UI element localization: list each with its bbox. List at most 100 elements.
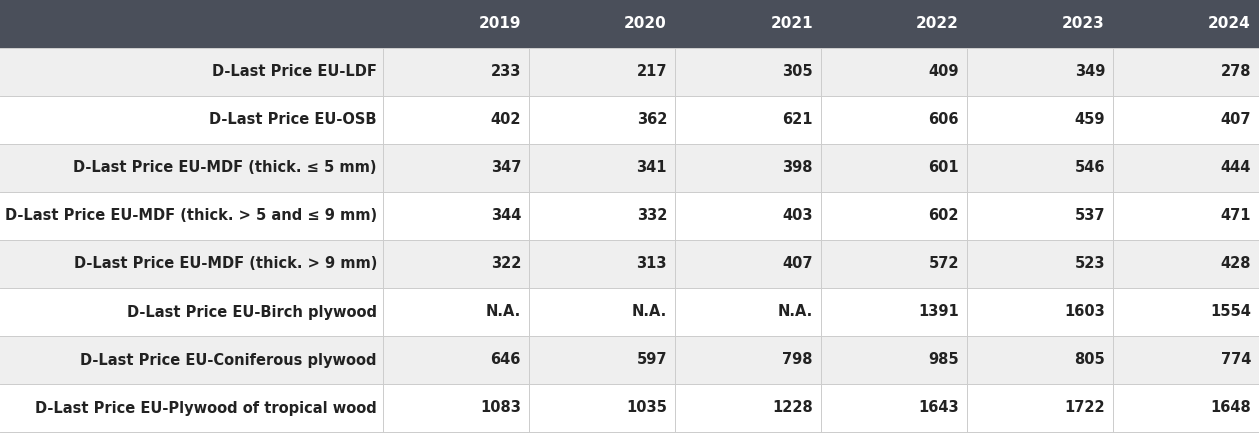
Text: 597: 597 xyxy=(637,352,667,368)
Text: D-Last Price EU-MDF (thick. > 9 mm): D-Last Price EU-MDF (thick. > 9 mm) xyxy=(73,256,376,271)
Text: D-Last Price EU-Coniferous plywood: D-Last Price EU-Coniferous plywood xyxy=(81,352,376,368)
Bar xyxy=(967,240,1113,288)
Text: 362: 362 xyxy=(637,113,667,127)
Bar xyxy=(0,240,383,288)
Text: 606: 606 xyxy=(928,113,959,127)
Bar xyxy=(383,384,529,432)
Text: 985: 985 xyxy=(928,352,959,368)
Bar xyxy=(0,288,383,336)
Text: 2024: 2024 xyxy=(1209,16,1251,32)
Bar xyxy=(675,240,821,288)
Bar xyxy=(967,288,1113,336)
Text: 1391: 1391 xyxy=(918,304,959,320)
Bar xyxy=(675,48,821,96)
Text: 1603: 1603 xyxy=(1064,304,1105,320)
Text: 403: 403 xyxy=(783,209,813,223)
Text: D-Last Price EU-MDF (thick. ≤ 5 mm): D-Last Price EU-MDF (thick. ≤ 5 mm) xyxy=(73,161,376,175)
Bar xyxy=(821,0,967,48)
Text: 2021: 2021 xyxy=(771,16,813,32)
Bar xyxy=(1113,96,1259,144)
Text: 398: 398 xyxy=(783,161,813,175)
Bar xyxy=(967,0,1113,48)
Bar xyxy=(821,192,967,240)
Bar xyxy=(675,288,821,336)
Text: 402: 402 xyxy=(491,113,521,127)
Text: 2020: 2020 xyxy=(624,16,667,32)
Bar xyxy=(967,384,1113,432)
Text: 1083: 1083 xyxy=(480,401,521,416)
Text: 322: 322 xyxy=(491,256,521,271)
Bar xyxy=(1113,384,1259,432)
Bar xyxy=(383,336,529,384)
Bar xyxy=(1113,144,1259,192)
Bar xyxy=(383,240,529,288)
Text: 1554: 1554 xyxy=(1210,304,1251,320)
Bar xyxy=(967,336,1113,384)
Bar xyxy=(529,0,675,48)
Text: D-Last Price EU-Birch plywood: D-Last Price EU-Birch plywood xyxy=(127,304,376,320)
Text: 2023: 2023 xyxy=(1063,16,1105,32)
Text: D-Last Price EU-MDF (thick. > 5 and ≤ 9 mm): D-Last Price EU-MDF (thick. > 5 and ≤ 9 … xyxy=(5,209,376,223)
Bar xyxy=(675,144,821,192)
Bar xyxy=(675,336,821,384)
Bar xyxy=(0,144,383,192)
Bar xyxy=(383,288,529,336)
Bar xyxy=(529,384,675,432)
Bar xyxy=(1113,192,1259,240)
Bar xyxy=(1113,0,1259,48)
Text: 805: 805 xyxy=(1074,352,1105,368)
Text: 407: 407 xyxy=(783,256,813,271)
Bar xyxy=(529,48,675,96)
Text: 621: 621 xyxy=(783,113,813,127)
Text: 444: 444 xyxy=(1221,161,1251,175)
Text: 1648: 1648 xyxy=(1210,401,1251,416)
Text: 344: 344 xyxy=(491,209,521,223)
Text: D-Last Price EU-Plywood of tropical wood: D-Last Price EU-Plywood of tropical wood xyxy=(35,401,376,416)
Text: 349: 349 xyxy=(1075,65,1105,80)
Text: 313: 313 xyxy=(637,256,667,271)
Text: 459: 459 xyxy=(1074,113,1105,127)
Bar xyxy=(529,288,675,336)
Text: D-Last Price EU-LDF: D-Last Price EU-LDF xyxy=(212,65,376,80)
Bar xyxy=(821,384,967,432)
Bar xyxy=(0,48,383,96)
Bar xyxy=(675,96,821,144)
Text: 523: 523 xyxy=(1074,256,1105,271)
Text: 2019: 2019 xyxy=(478,16,521,32)
Bar xyxy=(967,48,1113,96)
Bar xyxy=(529,240,675,288)
Bar xyxy=(821,96,967,144)
Bar xyxy=(1113,240,1259,288)
Bar xyxy=(821,48,967,96)
Bar xyxy=(0,0,383,48)
Text: 233: 233 xyxy=(491,65,521,80)
Text: 798: 798 xyxy=(783,352,813,368)
Bar xyxy=(1113,48,1259,96)
Bar xyxy=(529,336,675,384)
Bar xyxy=(0,384,383,432)
Bar xyxy=(383,96,529,144)
Text: 305: 305 xyxy=(782,65,813,80)
Text: 537: 537 xyxy=(1074,209,1105,223)
Text: N.A.: N.A. xyxy=(778,304,813,320)
Text: 1228: 1228 xyxy=(772,401,813,416)
Text: 278: 278 xyxy=(1220,65,1251,80)
Text: 774: 774 xyxy=(1221,352,1251,368)
Bar xyxy=(1113,288,1259,336)
Text: 646: 646 xyxy=(491,352,521,368)
Text: 332: 332 xyxy=(637,209,667,223)
Text: N.A.: N.A. xyxy=(632,304,667,320)
Bar xyxy=(675,192,821,240)
Text: 409: 409 xyxy=(928,65,959,80)
Bar xyxy=(1113,336,1259,384)
Text: 601: 601 xyxy=(928,161,959,175)
Text: 1643: 1643 xyxy=(918,401,959,416)
Bar xyxy=(821,288,967,336)
Bar xyxy=(0,336,383,384)
Text: 471: 471 xyxy=(1220,209,1251,223)
Bar xyxy=(529,192,675,240)
Bar xyxy=(967,144,1113,192)
Text: 217: 217 xyxy=(637,65,667,80)
Bar xyxy=(383,144,529,192)
Text: 2022: 2022 xyxy=(917,16,959,32)
